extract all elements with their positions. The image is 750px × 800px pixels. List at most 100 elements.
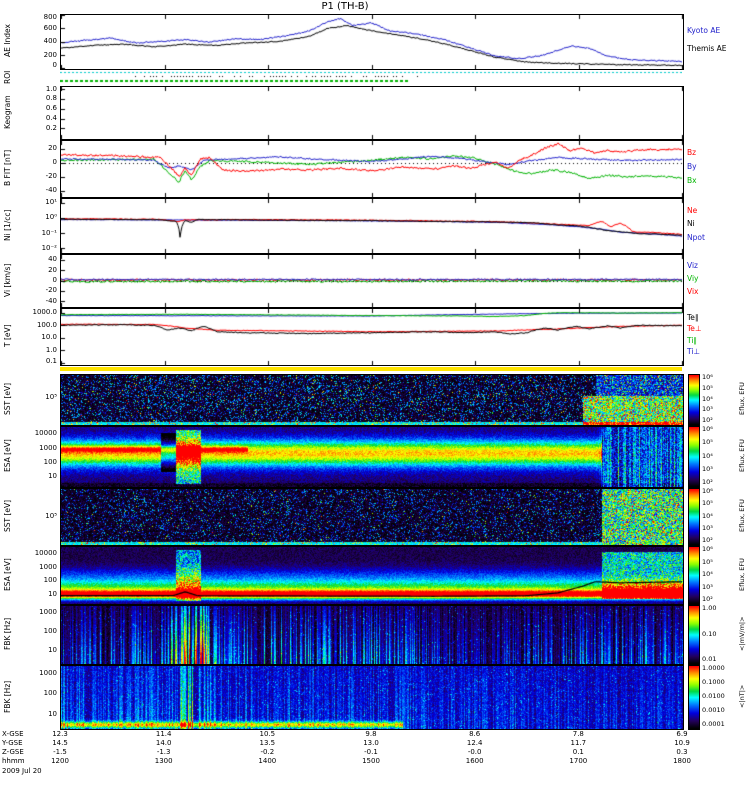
colorbar-tick-label: 10⁵: [702, 499, 713, 508]
footer-value: 14.5: [52, 739, 68, 747]
footer-value: 9.8: [365, 730, 377, 738]
fbk_b-colorbar: [688, 665, 700, 730]
colorbar-tick-label: 10⁴: [702, 511, 713, 520]
y-tick-label: 0: [52, 158, 57, 167]
y-tick-label: 100: [43, 689, 57, 698]
fbk_e-panel: FBK [Hz] 1000 100 10 1.00 0.10 0.01 <|mV/m|>: [0, 605, 750, 665]
temp-canvas: [60, 308, 684, 366]
ni-panel: Ni [1/cc] 10¹ 10⁰ 10⁻¹ 10⁻² Ne Ni Npot: [0, 198, 750, 254]
colorbar-tick-label: 10³: [702, 523, 713, 532]
y-tick-label: 600: [43, 23, 57, 32]
y-tick-label: -20: [45, 286, 57, 295]
footer-value: 1800: [673, 757, 691, 765]
colorbar-tick-label: 1.0000: [702, 664, 725, 672]
y-tick-label: 20: [48, 144, 57, 153]
separator-bar: [60, 367, 682, 371]
footer-value: 10.9: [674, 739, 690, 747]
y-tick-label: 0: [52, 61, 57, 69]
esa_elec-panel: ESA [eV] 10000 1000 100 10 10⁶ 10⁵ 10⁴ 10³ 10² Efl…: [0, 546, 750, 605]
colorbar-tick-label: 10⁵: [702, 557, 713, 566]
colorbar-tick-label: 10⁵: [702, 383, 713, 392]
esa_ion-colorbar: [688, 426, 700, 488]
colorbar-tick-label: 0.0100: [702, 692, 725, 700]
y-tick-label: 1.0: [45, 346, 57, 354]
footer-value: 11.4: [155, 730, 172, 738]
y-tick-label: 0: [52, 276, 57, 284]
colorbar-tick-label: 0.10: [702, 629, 717, 638]
y-tick-label: 40: [48, 255, 57, 264]
sst_elec-canvas: [60, 488, 684, 546]
colorbar-tick-label: 10⁵: [702, 438, 713, 447]
footer-row-label: X-GSE: [2, 730, 24, 738]
y-tick-label: 1000: [39, 668, 57, 677]
legend-ti-: Ti∥: [687, 336, 698, 345]
footer-date: 2009 Jul 20: [2, 767, 42, 775]
y-tick-label: 0.1: [45, 357, 57, 365]
y-tick-label: 100: [43, 458, 57, 466]
y-tick-label: 10: [48, 710, 57, 719]
y-tick-label: 1000: [39, 607, 57, 616]
y-tick-label: 20: [48, 265, 57, 274]
esa_ion-panel: ESA [eV] 10000 1000 100 10 10⁶ 10⁵ 10⁴ 10³ 10² Efl…: [0, 426, 750, 488]
y-tick-label: 10⁻²: [41, 243, 57, 252]
y-tick-label: 1000.0: [32, 307, 58, 316]
y-tick-label: 10: [48, 589, 57, 598]
footer-value: 0.1: [572, 748, 584, 756]
y-tick-label: 100.0: [36, 320, 57, 329]
footer-value: 14.0: [155, 739, 172, 747]
fbk_b-canvas: [60, 665, 684, 730]
y-tick-label: 0.8: [45, 94, 57, 103]
colorbar-tick-label: 0.1000: [702, 678, 725, 686]
y-tick-label: 0.4: [45, 114, 57, 123]
sst_ion-colorbar-label: Eflux, EFU: [738, 382, 746, 416]
colorbar-tick-label: 10²: [702, 478, 713, 486]
esa_elec-colorbar-label: Eflux, EFU: [738, 558, 746, 591]
footer-value: 1400: [258, 757, 277, 765]
colorbar-tick-label: 10³: [702, 464, 713, 473]
legend-kyoto-ae: Kyoto AE: [687, 26, 721, 35]
footer-value: -1.5: [53, 748, 67, 756]
footer-row-label: Z-GSE: [2, 748, 24, 756]
footer-value: 1700: [569, 757, 588, 765]
footer-value: 6.9: [676, 730, 688, 738]
footer-value: 11.7: [570, 739, 587, 747]
y-tick-label: 800: [43, 13, 57, 21]
sep-panel: [0, 366, 750, 372]
y-tick-label: 100: [43, 576, 57, 585]
footer-value: -0.0: [467, 748, 482, 756]
legend-viz: Viz: [687, 261, 698, 270]
legend-ti-: Ti⊥: [687, 347, 700, 356]
y-tick-label: 10¹: [45, 198, 57, 207]
colorbar-tick-label: 10²: [702, 595, 713, 603]
footer-value: 1500: [362, 757, 380, 765]
roi-panel: ROI: [0, 70, 750, 84]
sst_elec-colorbar-label: Eflux, EFU: [738, 499, 746, 533]
footer-value: -0.2: [260, 748, 275, 756]
y-tick-label: -20: [45, 172, 57, 181]
bfit-panel: B FIT [nT] 20 0 -20 -40 Bz By Bx: [0, 140, 750, 198]
fbk_b-colorbar-label: <|nT|>: [738, 684, 746, 709]
colorbar-tick-label: 0.01: [702, 655, 717, 663]
legend-bx: Bx: [687, 176, 697, 185]
y-tick-label: -40: [45, 186, 57, 195]
sst_elec-colorbar: [688, 488, 700, 546]
footer-value: -0.1: [364, 748, 378, 756]
esa_ion-colorbar-label: Eflux, EFU: [738, 439, 746, 473]
sst_ion-canvas: [60, 374, 684, 426]
legend-viy: Viy: [687, 274, 699, 283]
fbk_e-colorbar: [688, 605, 700, 665]
colorbar-tick-label: 10²: [702, 536, 713, 544]
time-axis-footer: X-GSE 12.3 11.4 10.5 9.8 8.6 7.8 6.9 Y-GSE 14.5 14…: [0, 730, 750, 800]
footer-value: 8.6: [469, 730, 481, 738]
colorbar-tick-label: 10⁴: [702, 394, 713, 403]
ni-canvas: [60, 198, 684, 254]
fbk_e-canvas: [60, 605, 684, 665]
colorbar-tick-label: 10³: [702, 582, 713, 591]
footer-value: 7.8: [572, 730, 584, 738]
ae-canvas: [60, 14, 684, 70]
y-tick-label: 10⁻¹: [41, 228, 57, 237]
y-tick-label: 0.6: [45, 104, 57, 113]
footer-row-label: hhmm: [2, 757, 25, 765]
legend-ne: Ne: [687, 206, 698, 215]
y-tick-label: 0.2: [45, 124, 57, 133]
